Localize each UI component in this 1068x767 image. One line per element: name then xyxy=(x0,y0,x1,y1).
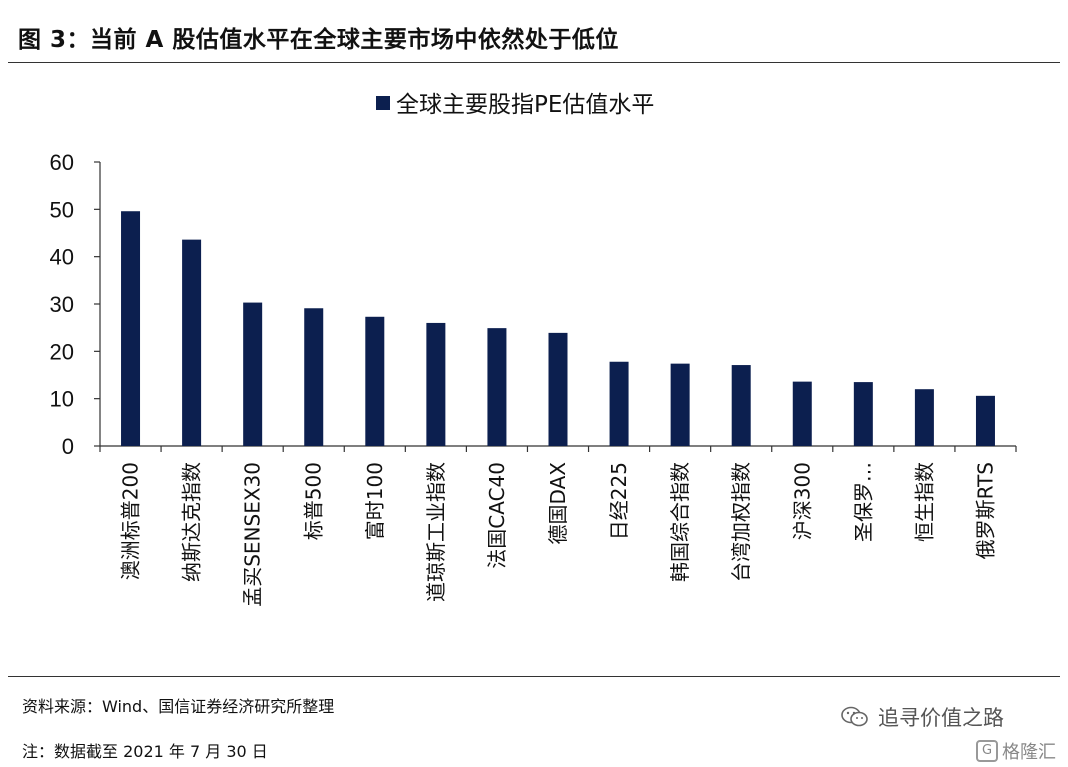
bar xyxy=(975,395,995,446)
gelonghui-watermark: G 格隆汇 xyxy=(976,738,1056,764)
legend-label: 全球主要股指PE估值水平 xyxy=(396,92,654,118)
legend-swatch xyxy=(376,96,390,110)
y-tick-label: 50 xyxy=(50,197,74,222)
wechat-watermark: 追寻价值之路 xyxy=(840,702,1004,732)
category-label: 孟买SENSEX30 xyxy=(241,462,265,607)
date-note: 注：数据截至 2021 年 7 月 30 日 xyxy=(22,742,268,761)
bar xyxy=(853,382,873,446)
wechat-icon xyxy=(841,706,868,727)
bar xyxy=(731,365,751,446)
y-tick-label: 20 xyxy=(50,339,74,364)
category-label: 纳斯达克指数 xyxy=(180,462,204,582)
top-rule xyxy=(8,62,1060,63)
bar-chart: 全球主要股指PE估值水平 0 10 20 30 40 50 60 澳洲标普200 纳斯达克指数… xyxy=(50,92,1017,607)
category-labels: 澳洲标普200 纳斯达克指数 孟买SENSEX30 标普500 富时100 道琼斯工业指数… xyxy=(119,462,998,607)
category-label: 沪深300 xyxy=(790,462,814,540)
bars xyxy=(121,211,995,446)
bottom-rule xyxy=(8,676,1060,677)
bar xyxy=(426,322,446,446)
gelonghui-name: 格隆汇 xyxy=(1002,742,1056,763)
bar xyxy=(121,211,141,446)
category-label: 恒生指数 xyxy=(912,462,936,542)
category-label: 德国DAX xyxy=(546,462,570,545)
x-axis xyxy=(99,445,1017,452)
wechat-account-name: 追寻价值之路 xyxy=(878,706,1004,730)
bar xyxy=(182,239,202,446)
bar xyxy=(609,361,629,446)
category-label: 日经225 xyxy=(607,462,631,540)
legend: 全球主要股指PE估值水平 xyxy=(376,92,654,118)
source-note: 资料来源：Wind、国信证券经济研究所整理 xyxy=(22,697,335,716)
bar xyxy=(548,332,568,446)
category-label: 标普500 xyxy=(302,462,326,540)
bar xyxy=(243,302,263,446)
category-label: 圣保罗… xyxy=(851,462,875,542)
category-label: 道琼斯工业指数 xyxy=(424,462,448,602)
category-label: 俄罗斯RTS xyxy=(973,462,997,559)
bar xyxy=(487,328,507,446)
bar xyxy=(914,389,934,446)
category-label: 富时100 xyxy=(363,462,387,540)
y-tick-label: 30 xyxy=(50,292,74,317)
category-label: 澳洲标普200 xyxy=(119,462,143,580)
category-label: 韩国综合指数 xyxy=(668,462,692,582)
figure-title: 图 3：当前 A 股估值水平在全球主要市场中依然处于低位 xyxy=(18,27,619,53)
bar xyxy=(792,381,812,446)
category-label: 台湾加权指数 xyxy=(729,462,753,582)
y-tick-label: 10 xyxy=(50,387,74,412)
y-axis: 0 10 20 30 40 50 60 xyxy=(50,150,101,459)
y-tick-label: 40 xyxy=(50,245,74,270)
y-tick-label: 60 xyxy=(50,150,74,175)
bar xyxy=(365,316,385,446)
gelonghui-logo-icon: G xyxy=(976,740,998,762)
category-label: 法国CAC40 xyxy=(485,462,509,569)
y-tick-label: 0 xyxy=(62,434,74,459)
bar xyxy=(304,308,324,446)
bar xyxy=(670,363,690,446)
